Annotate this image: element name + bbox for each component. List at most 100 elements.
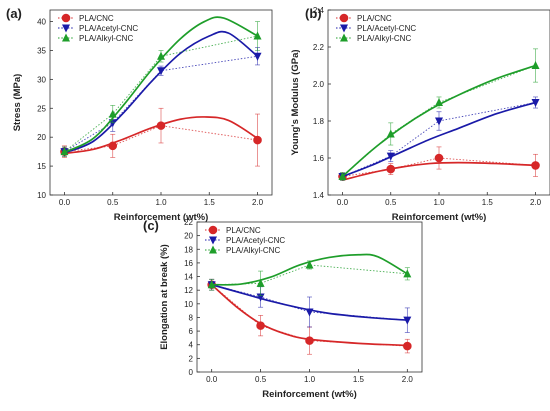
data-point	[531, 61, 540, 69]
legend-marker	[209, 245, 217, 254]
data-point	[403, 341, 412, 351]
legend-marker	[340, 24, 348, 33]
series-pla-cnc	[338, 146, 540, 182]
y-tick-label: 14	[184, 273, 193, 282]
data-point	[403, 316, 412, 325]
data-point	[386, 129, 395, 138]
x-tick-label: 1.0	[304, 375, 316, 384]
data-point	[156, 121, 166, 130]
y-tick-label: 2.2	[313, 43, 325, 52]
y-tick-label: 12	[184, 286, 193, 295]
data-point	[305, 336, 314, 345]
y-tick-label: 10	[37, 191, 46, 200]
series-pla-alkyl-cnc	[207, 253, 412, 296]
legend-label: PLA/CNC	[226, 226, 261, 235]
y-tick-label: 0	[189, 368, 194, 377]
x-tick-label: 2.0	[402, 375, 414, 384]
data-point	[403, 269, 412, 278]
data-point	[531, 99, 540, 107]
series-fit-curve	[211, 253, 408, 286]
data-point	[157, 67, 165, 76]
data-point	[386, 152, 395, 161]
series-fit-curve	[211, 283, 408, 322]
y-tick-label: 1.6	[313, 154, 325, 163]
x-axis-label: Reinforcement (wt%)	[392, 212, 486, 223]
series-fit-curve	[64, 116, 258, 155]
data-point	[386, 164, 396, 174]
chart-panel-3: (c) 0.0 0.5 1.0 1.5 2.0 0 2 4 6 8 10 12 14 16 18 20 22 Rei…	[143, 218, 423, 400]
legend-label: PLA/Acetyl-CNC	[226, 236, 285, 245]
data-point	[531, 161, 540, 170]
y-tick-label: 20	[37, 133, 46, 142]
series-fit-curve	[64, 16, 258, 153]
legend-marker	[208, 225, 218, 235]
x-tick-label: 1.5	[353, 375, 365, 384]
y-tick-label: 35	[37, 46, 46, 55]
y-axis-label: Elongation at break (%)	[159, 244, 170, 350]
legend-label: PLA/Alkyl-CNC	[357, 34, 411, 43]
panel-label: (a)	[6, 6, 22, 21]
panel-label: (b)	[305, 6, 322, 21]
y-tick-label: 16	[184, 259, 193, 268]
data-point	[435, 117, 443, 126]
chart-panel-1: (a) 0.0 0.5 1.0 1.5 2.0 10 15 20 25 30 35 40 Reinforc…	[6, 6, 273, 223]
legend-marker	[62, 24, 70, 33]
y-tick-label: 15	[37, 162, 46, 171]
data-point	[60, 147, 69, 156]
legend-marker	[61, 13, 71, 23]
y-tick-label: 40	[37, 18, 46, 27]
y-axis-label: Stress (MPa)	[12, 74, 23, 132]
legend-marker	[339, 13, 349, 23]
data-point	[338, 172, 347, 180]
data-point	[207, 280, 216, 289]
x-axis-label: Reinforcement (wt%)	[114, 212, 208, 223]
legend-label: PLA/Alkyl-CNC	[79, 34, 133, 43]
y-tick-label: 1.8	[313, 117, 325, 126]
x-tick-label: 0.5	[107, 198, 119, 207]
legend-label: PLA/CNC	[357, 14, 392, 23]
legend-label: PLA/Alkyl-CNC	[226, 246, 280, 255]
x-tick-label: 1.5	[482, 198, 494, 207]
y-axis-label: Young's Modulus (GPa)	[290, 49, 301, 155]
series-pla-cnc	[60, 107, 262, 167]
data-point	[256, 278, 265, 287]
series-pla-alkyl-cnc	[338, 48, 540, 181]
y-tick-label: 22	[184, 218, 193, 227]
x-tick-label: 2.0	[530, 198, 542, 207]
chart-panel-2: (b) 0.0 0.5 1.0 1.5 2.0 1.4 1.6 1.8 2.0 2.2 2.4 Rein…	[290, 6, 550, 223]
y-tick-label: 18	[184, 245, 193, 254]
y-tick-label: 25	[37, 104, 46, 113]
y-tick-label: 1.4	[313, 191, 325, 200]
y-tick-label: 6	[189, 327, 194, 336]
y-tick-label: 4	[189, 341, 194, 350]
series-connector-line	[342, 157, 536, 177]
series-connector-line	[64, 55, 258, 153]
series-pla-acetyl-cnc	[207, 278, 412, 333]
x-tick-label: 0.0	[59, 198, 71, 207]
legend-marker	[209, 236, 217, 245]
series-fit-curve	[211, 284, 408, 347]
legend-label: PLA/CNC	[79, 14, 114, 23]
x-tick-label: 2.0	[252, 198, 264, 207]
x-tick-label: 0.0	[206, 375, 218, 384]
legend-label: PLA/Acetyl-CNC	[357, 24, 416, 33]
series-pla-alkyl-cnc	[60, 16, 262, 157]
data-point	[157, 51, 165, 60]
x-tick-label: 1.5	[204, 198, 216, 207]
y-tick-label: 2	[189, 354, 194, 363]
y-tick-label: 30	[37, 75, 46, 84]
x-tick-label: 0.5	[385, 198, 397, 207]
y-tick-label: 2.0	[313, 80, 325, 89]
legend-label: PLA/Acetyl-CNC	[79, 24, 138, 33]
legend-marker	[340, 33, 348, 42]
x-axis-label: Reinforcement (wt%)	[262, 389, 356, 400]
series-fit-curve	[342, 101, 536, 178]
data-point	[108, 141, 118, 151]
series-fit-curve	[342, 161, 536, 182]
data-point	[434, 153, 444, 163]
x-tick-label: 1.0	[155, 198, 167, 207]
